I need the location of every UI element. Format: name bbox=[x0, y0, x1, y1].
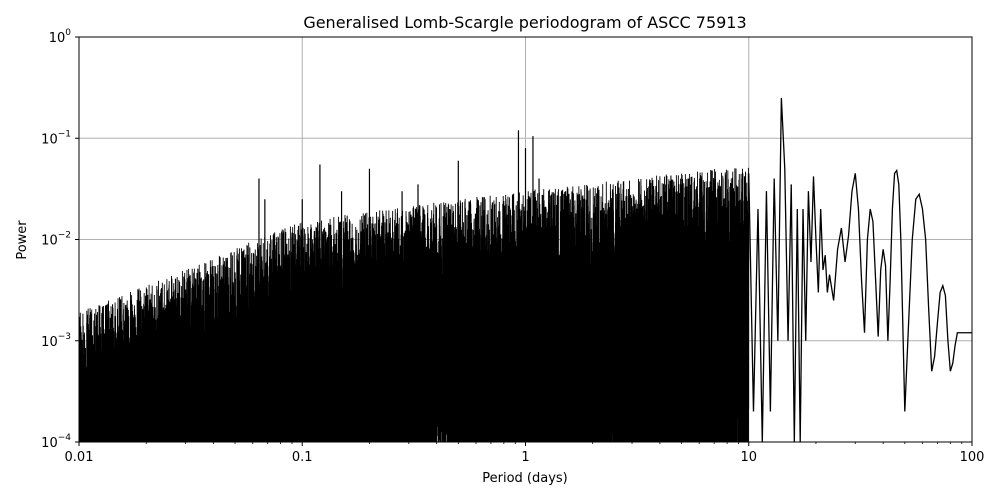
data-layer bbox=[79, 97, 972, 442]
periodogram-noise bbox=[79, 167, 750, 442]
x-axis-title: Period (days) bbox=[482, 471, 568, 486]
x-tick-label: 0.01 bbox=[65, 450, 94, 465]
chart-title: Generalised Lomb-Scargle periodogram of … bbox=[303, 13, 746, 32]
periodogram-line bbox=[748, 97, 972, 442]
x-tick-label: 100 bbox=[960, 450, 985, 465]
y-tick-label: 10−4 bbox=[41, 433, 71, 451]
x-tick-label: 1 bbox=[521, 450, 529, 465]
noise-trace bbox=[79, 167, 750, 442]
y-tick-label: 100 bbox=[49, 28, 72, 46]
y-tick-label: 10−2 bbox=[41, 231, 71, 249]
y-axis-title: Power bbox=[15, 220, 30, 260]
x-tick-label: 10 bbox=[740, 450, 757, 465]
axis-ticks: 0.01 0.1 1 10 100 10−4 10−3 10−2 10−1 100 bbox=[41, 28, 984, 465]
y-tick-label: 10−3 bbox=[41, 332, 71, 350]
y-tick-label: 10−1 bbox=[41, 129, 71, 147]
periodogram-peaks bbox=[258, 130, 540, 442]
x-tick-label: 0.1 bbox=[292, 450, 313, 465]
